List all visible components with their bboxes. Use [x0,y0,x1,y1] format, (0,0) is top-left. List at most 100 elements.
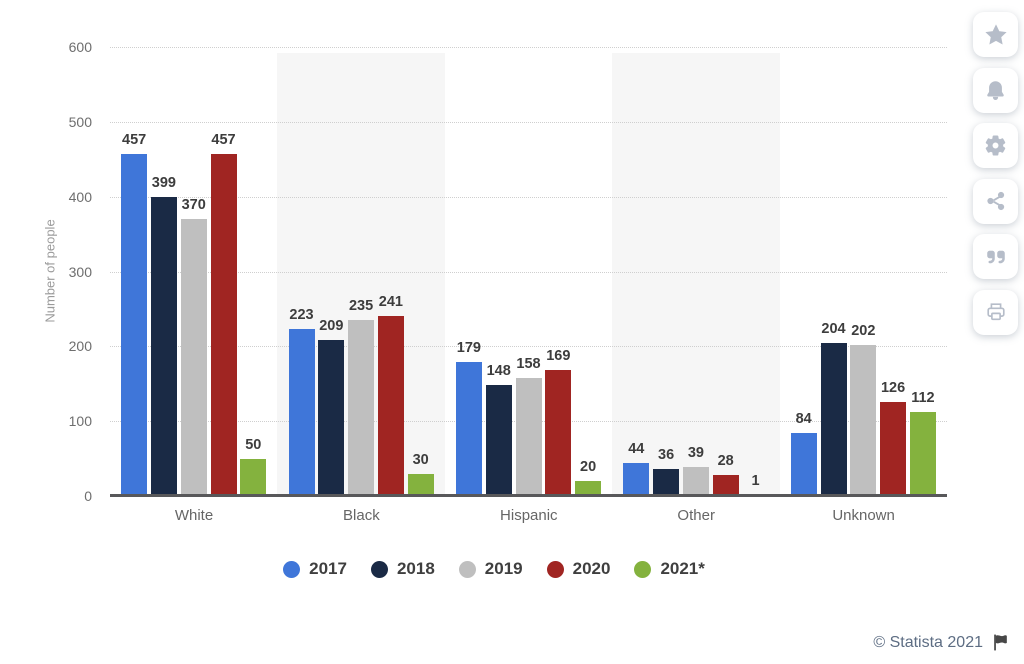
star-icon [984,23,1007,44]
legend-label: 2020 [572,559,611,578]
bar-black-2020[interactable] [377,315,404,496]
legend-label: 2019 [484,559,523,578]
bar-value-label: 235 [348,298,374,315]
bar-other-2020[interactable] [712,475,739,496]
bar-value-label: 204 [821,321,846,338]
legend-item-2021[interactable]: 2021* [634,559,705,579]
favorite-button[interactable] [973,12,1018,57]
bar-value-label: 50 [245,436,262,453]
quote-icon [986,250,1005,263]
print-button[interactable] [973,289,1018,335]
bar-black-2019[interactable] [348,320,375,496]
bar-value-label: 457 [211,132,236,148]
x-axis-category-label: Hispanic [500,507,558,524]
bar-value-label: 399 [151,175,176,192]
bar-hispanic-2020[interactable] [545,369,572,496]
bar-unknown-2020[interactable] [880,401,907,496]
bar-hispanic-2017[interactable] [455,362,482,496]
bar-black-2018[interactable] [318,339,345,496]
gridline [110,346,947,348]
x-axis-line [110,494,947,497]
bar-white-2020[interactable] [210,154,237,496]
bar-value-label: 158 [516,355,541,372]
x-axis-category-label: Black [343,507,380,524]
bar-value-label: 179 [456,340,481,357]
bar-value-label: 457 [122,132,147,148]
bar-other-2018[interactable] [653,469,680,496]
action-sidebar [973,12,1018,345]
legend-color-dot [283,560,301,578]
bar-value-label: 84 [795,411,812,428]
x-axis-category-label: Other [677,507,715,524]
bar-value-label: 28 [717,453,734,470]
bar-unknown-2018[interactable] [820,343,847,496]
gridline [110,196,947,198]
bar-other-2017[interactable] [623,463,650,496]
alerts-button[interactable] [973,67,1018,113]
x-axis-category-label: Unknown [832,507,895,524]
bar-value-label: 1 [751,473,760,490]
share-button[interactable] [973,178,1018,224]
legend-item-2018[interactable]: 2018 [370,559,435,579]
bar-value-label: 36 [658,447,675,464]
bar-unknown-2017[interactable] [790,433,817,496]
x-axis-category-label: White [174,507,214,524]
gridline [110,271,947,273]
bar-value-label: 148 [486,363,511,380]
bar-value-label: 202 [851,322,876,339]
bar-hispanic-2019[interactable] [515,377,542,496]
legend-color-dot [458,560,476,578]
bar-value-label: 39 [687,444,704,461]
bar-value-label: 169 [546,347,571,364]
bar-value-label: 126 [880,379,906,396]
bar-unknown-2019[interactable] [850,344,877,496]
bar-value-label: 112 [911,390,935,407]
bar-black-2021[interactable] [407,473,434,496]
gridline [110,121,947,123]
plot-band [612,53,780,496]
plot-area: 457 399 370 457 50 223 209 235 241 30 179 148 158 169… [110,47,947,497]
bar-value-label: 241 [378,293,403,310]
legend-label: 2021* [660,559,705,578]
y-axis-tick-label: 100 [68,413,92,430]
legend-label: 2017 [309,559,347,578]
y-axis-tick-label: 200 [68,338,92,355]
bell-icon [987,80,1004,100]
printer-icon [986,303,1005,321]
legend-item-2020[interactable]: 2020 [546,559,611,579]
y-axis-tick-label: 400 [68,188,92,205]
gridline [110,47,947,48]
bar-value-label: 209 [319,317,344,334]
legend-item-2017[interactable]: 2017 [283,559,347,579]
bar-value-label: 370 [181,197,206,214]
settings-button[interactable] [973,123,1018,168]
bar-other-2019[interactable] [682,466,709,496]
y-axis-tick-label: 600 [68,39,92,55]
statista-flag-icon [994,634,1007,651]
copyright: © Statista 2021 [873,633,1010,652]
legend-label: 2018 [396,559,435,578]
y-axis-tick-label: 0 [84,488,92,504]
bar-hispanic-2018[interactable] [485,385,512,496]
share-icon [986,191,1004,211]
bar-value-label: 223 [289,307,314,324]
gear-icon [985,135,1006,156]
bar-white-2019[interactable] [180,219,207,496]
bar-white-2021[interactable] [240,458,267,496]
bar-black-2017[interactable] [288,329,315,496]
bar-white-2017[interactable] [121,154,148,496]
legend-color-dot [634,560,652,578]
bar-unknown-2021[interactable] [909,412,936,496]
legend-color-dot [546,560,564,578]
legend: 2017 2018 2019 2020 2021* [0,559,988,579]
bar-value-label: 44 [628,441,645,458]
cite-button[interactable] [973,234,1018,279]
bar-value-label: 30 [412,451,429,468]
bar-white-2018[interactable] [150,197,177,496]
bar-hispanic-2021[interactable] [575,481,602,496]
y-axis-tick-label: 300 [68,263,92,280]
legend-item-2019[interactable]: 2019 [458,559,523,579]
legend-color-dot [370,560,388,578]
copyright-text: © Statista 2021 [873,633,983,651]
